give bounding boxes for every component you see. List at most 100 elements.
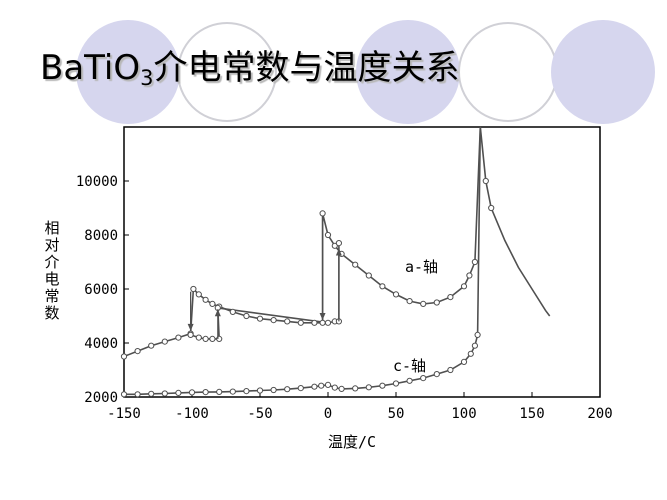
- data-point: [460, 358, 468, 365]
- data-point: [447, 294, 454, 301]
- y-tick-label: 2000: [84, 390, 118, 406]
- data-point: [202, 296, 209, 303]
- data-point: [297, 385, 304, 392]
- data-point: [433, 371, 440, 378]
- data-point: [209, 335, 216, 342]
- axis-labels: -150 -100 -50 0 50 100 150 200 2000 4000 6000 8000 1…: [44, 174, 612, 451]
- data-point: [188, 389, 196, 396]
- arrow-head: [335, 248, 342, 256]
- data-point: [335, 240, 342, 247]
- data-point: [190, 285, 197, 293]
- transition-arrows: [187, 216, 342, 339]
- data-point: [148, 342, 155, 349]
- data-point: [460, 283, 468, 290]
- data-point: [195, 334, 202, 341]
- data-point: [379, 283, 386, 290]
- data-point: [324, 319, 332, 326]
- data-point: [466, 272, 473, 279]
- arrow-head: [214, 309, 221, 317]
- data-point: [161, 390, 168, 397]
- x-tick-label: 200: [587, 406, 612, 422]
- decorative-circle-1: [76, 20, 180, 124]
- data-point: [297, 319, 304, 326]
- data-point: [148, 390, 155, 397]
- data-point: [471, 258, 478, 266]
- data-point: [202, 335, 209, 342]
- data-point: [175, 389, 182, 396]
- data-point: [202, 389, 209, 396]
- data-point: [338, 385, 345, 392]
- annotation-c-axis: c-轴: [393, 357, 426, 375]
- data-point: [284, 386, 291, 393]
- data-point: [209, 300, 216, 307]
- data-point: [482, 177, 489, 185]
- x-tick-label: 50: [388, 406, 405, 422]
- decorative-circle-3: [356, 20, 460, 124]
- data-point: [243, 388, 250, 395]
- data-point: [195, 291, 202, 298]
- y-tick-label: 6000: [84, 282, 118, 298]
- data-point: [331, 384, 338, 391]
- data-point: [324, 231, 332, 239]
- data-point: [120, 391, 128, 398]
- x-tick-label: 100: [451, 406, 476, 422]
- data-point: [467, 350, 474, 357]
- data-point: [243, 312, 250, 320]
- y-tick-label: 8000: [84, 228, 118, 244]
- arrow-head: [319, 313, 326, 321]
- data-point: [420, 375, 427, 382]
- y-axis-label-char: 介: [44, 253, 59, 271]
- data-point: [406, 377, 413, 384]
- data-point: [319, 210, 326, 217]
- data-point: [175, 334, 182, 341]
- x-tick-label: -50: [247, 406, 272, 422]
- data-point: [270, 386, 277, 394]
- data-point: [187, 331, 194, 338]
- data-point: [134, 391, 141, 398]
- y-tick-label: 10000: [76, 174, 118, 190]
- data-point: [318, 382, 325, 389]
- data-point: [256, 387, 264, 394]
- data-point: [270, 317, 277, 324]
- data-point: [488, 204, 495, 212]
- annotation-a-axis: a-轴: [405, 258, 438, 276]
- data-point: [120, 353, 128, 360]
- y-axis-label-char: 相: [44, 219, 59, 237]
- data-point: [319, 319, 326, 326]
- data-point: [365, 272, 372, 279]
- y-axis-label-char: 数: [44, 304, 59, 322]
- data-point: [134, 348, 141, 355]
- y-axis-label-char: 常: [44, 287, 59, 305]
- data-point: [229, 308, 236, 315]
- data-point: [352, 261, 359, 268]
- title-subscript: 3: [140, 66, 154, 90]
- data-point: [433, 299, 440, 306]
- data-point: [392, 291, 400, 298]
- decorative-circle-5: [551, 20, 655, 124]
- data-point: [161, 338, 168, 345]
- data-point: [216, 388, 223, 395]
- data-point: [365, 384, 372, 391]
- data-point: [229, 388, 236, 395]
- data-point: [352, 385, 359, 392]
- x-axis-label: 温度/C: [328, 433, 376, 451]
- data-point: [447, 366, 454, 374]
- series-lines: [123, 126, 551, 396]
- data-point: [474, 331, 481, 338]
- decorative-circle-2: [177, 22, 277, 122]
- title-rest: 介电常数与温度关系: [153, 48, 460, 88]
- x-tick-label: -150: [107, 406, 141, 422]
- data-point: [406, 298, 413, 305]
- data-point: [392, 380, 400, 387]
- data-point: [284, 318, 291, 325]
- data-point: [311, 383, 318, 390]
- arrow-head: [187, 323, 194, 331]
- y-tick-label: 4000: [84, 336, 118, 352]
- data-point: [471, 342, 478, 349]
- y-axis-label-char: 电: [44, 270, 59, 288]
- title-main: BaTiO: [40, 48, 141, 88]
- slide-title: BaTiO3介电常数与温度关系: [40, 40, 459, 90]
- x-tick-label: -100: [175, 406, 209, 422]
- x-tick-label: 150: [519, 406, 544, 422]
